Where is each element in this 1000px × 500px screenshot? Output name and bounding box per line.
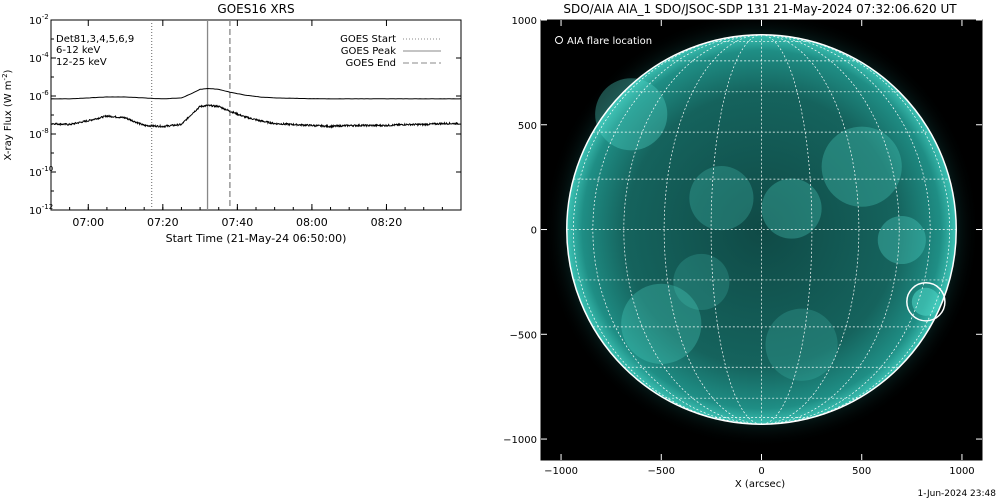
goes-channel-label-2: 12-25 keV: [56, 57, 107, 68]
goes-y-tick-label: 10-8: [29, 127, 49, 141]
goes-plot-frame: [50, 19, 462, 211]
aia-image-chart: SDO/AIA AIA_1 SDO/JSOC-SDP 131 21-May-20…: [503, 2, 983, 490]
goes-y-tick-label: 10-2: [29, 13, 49, 27]
aia-y-tick-label: −500: [510, 330, 537, 341]
aia-flare-legend-label: AIA flare location: [567, 36, 652, 47]
aia-x-tick-label: −500: [648, 466, 675, 477]
goes-chart-title: GOES16 XRS: [217, 2, 294, 16]
goes-legend: GOES Start GOES Peak GOES End: [340, 34, 441, 69]
aia-x-axis-label: X (arcsec): [735, 479, 785, 490]
aia-x-ticks: −1000 −500 0 500 1000: [544, 20, 975, 477]
aia-bright-region: [911, 287, 940, 316]
aia-longitude-line: [710, 34, 762, 425]
aia-x-tick-label: 1000: [949, 466, 974, 477]
goes-x-tick-label: 07:20: [147, 216, 179, 229]
goes-y-tick-label: 10-4: [29, 51, 49, 65]
aia-y-tick-label: −1000: [503, 435, 537, 446]
goes-legend-start-label: GOES Start: [340, 34, 396, 45]
aia-y-ticks: 1000 500 0 −500 −1000: [503, 16, 982, 446]
goes-series-short: [51, 104, 461, 129]
goes-series-long: [51, 87, 461, 100]
aia-y-tick-label: 0: [531, 226, 537, 237]
aia-x-tick-label: −1000: [544, 466, 578, 477]
aia-flare-location-marker: [906, 282, 946, 322]
goes-x-tick-label: 07:40: [222, 216, 254, 229]
aia-x-tick-label: 0: [758, 466, 764, 477]
aia-bright-region: [765, 308, 838, 381]
goes-detectors-label: Det81,3,4,5,6,9: [56, 34, 134, 45]
aia-longitude-line: [761, 34, 931, 425]
goes-legend-peak-label: GOES Peak: [341, 46, 396, 57]
timestamp: 1-Jun-2024 23:48: [918, 489, 997, 499]
goes-x-tick-label: 07:00: [72, 216, 104, 229]
goes-y-axis-label: X-ray Flux (W m-2): [1, 69, 14, 160]
aia-bright-region: [621, 283, 702, 364]
goes-x-tick-label: 08:20: [371, 216, 403, 229]
aia-longitude-line: [761, 34, 950, 425]
goes-y-tick-label: 10-6: [29, 89, 49, 103]
aia-bright-region: [673, 253, 730, 310]
aia-chart-title: SDO/AIA AIA_1 SDO/JSOC-SDP 131 21-May-20…: [563, 2, 957, 16]
goes-xrs-chart: GOES16 XRS 10-2 10-4 10-6 10-8 10-10 10-12 07…: [1, 2, 462, 245]
aia-bright-region: [689, 166, 754, 231]
goes-x-tick-label: 08:00: [296, 216, 328, 229]
aia-longitude-line: [623, 34, 762, 425]
aia-longitude-line: [761, 34, 813, 425]
goes-legend-end-label: GOES End: [346, 58, 396, 69]
aia-solar-disk: [566, 34, 957, 425]
goes-channel-label-1: 6-12 keV: [56, 45, 100, 56]
aia-longitude-line: [573, 34, 762, 425]
aia-solar-limb: [566, 34, 957, 426]
aia-longitude-line: [592, 34, 762, 425]
goes-y-tick-label: 10-10: [29, 165, 53, 179]
aia-bright-region: [821, 126, 902, 207]
aia-heliographic-grid: [566, 34, 957, 425]
aia-y-tick-label: 500: [518, 121, 537, 132]
aia-x-tick-label: 500: [852, 466, 871, 477]
aia-bright-region: [761, 178, 822, 239]
goes-x-ticks: 07:00 07:20 07:40 08:00 08:20: [50, 20, 462, 229]
goes-y-ticks: 10-2 10-4 10-6 10-8 10-10 10-12: [29, 13, 461, 217]
aia-bright-region: [877, 215, 926, 265]
aia-longitude-line: [761, 34, 900, 425]
goes-x-axis-label: Start Time (21-May-24 06:50:00): [166, 232, 347, 245]
aia-flare-legend-icon: [555, 36, 563, 44]
aia-y-tick-label: 1000: [512, 16, 537, 27]
goes-y-tick-label: 10-12: [29, 203, 53, 217]
